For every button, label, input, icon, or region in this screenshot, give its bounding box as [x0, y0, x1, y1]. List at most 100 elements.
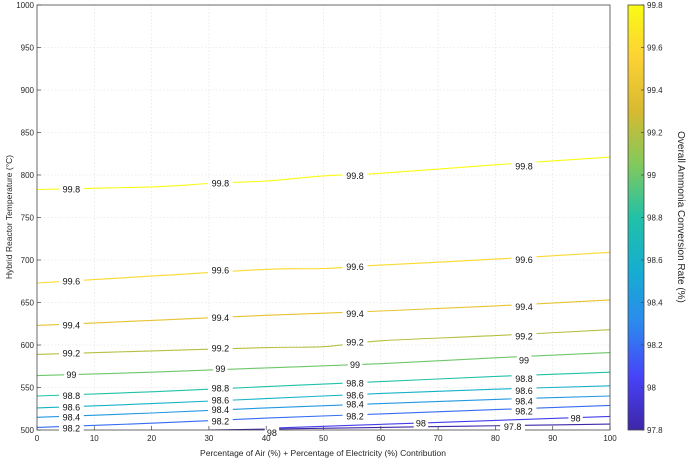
x-tick-label: 20 [147, 434, 156, 443]
contour-label-bg [342, 261, 368, 273]
contour-label-bg [511, 301, 537, 313]
y-tick-label: 900 [21, 86, 35, 95]
colorbar-ticks: 97.8 98 98.2 98.4 98.6 98.8 99 99.2 99.4 99.6 99.8 [641, 1, 663, 435]
colorbar-tick-label: 98.6 [647, 256, 663, 265]
contour-label-bg [342, 170, 368, 182]
contour-label-bg [511, 385, 537, 397]
y-axis-label: Hybrid Reactor Temperature (°C) [4, 155, 14, 279]
colorbar-tick-label: 98.2 [647, 341, 663, 350]
contour-label: 99.4 [63, 321, 81, 331]
contour-label: 99.2 [515, 332, 533, 342]
colorbar-tick-label: 99.8 [647, 1, 663, 10]
contour-label: 99 [66, 370, 76, 380]
contour-label-bg [64, 369, 79, 381]
contour-label: 99 [215, 364, 225, 374]
contour-label-bg [342, 336, 368, 348]
contour-label-bg [511, 161, 537, 172]
x-tick-label: 60 [376, 434, 385, 443]
colorbar-tick-label: 99.4 [647, 86, 663, 95]
contour-label-bg [264, 427, 280, 439]
contour-line [37, 352, 610, 377]
contour-label-bg [413, 417, 429, 429]
contour-label-bg [207, 312, 233, 324]
contour-label-bg [58, 348, 84, 359]
y-tick-label: 500 [21, 426, 35, 435]
contour-label: 98.8 [212, 384, 230, 394]
colorbar-tick-label: 99 [647, 171, 656, 180]
contour-label-bg [511, 395, 537, 407]
colorbar-tick-label: 98.4 [647, 299, 663, 308]
y-tick-label: 750 [21, 214, 35, 223]
colorbar-tick-label: 99.2 [647, 129, 663, 138]
y-tick-label: 1000 [16, 1, 34, 10]
y-tick-label: 550 [21, 384, 35, 393]
contour-label: 98 [267, 428, 277, 438]
contour-label-bg [342, 308, 368, 320]
contour-label-bg [347, 359, 363, 371]
contour-label-bg [207, 342, 233, 354]
y-tick-label: 700 [21, 256, 35, 265]
contour-label: 98.2 [212, 417, 230, 427]
contour-line [37, 385, 610, 409]
contour-label-bg [516, 354, 532, 366]
x-tick-label: 10 [90, 434, 99, 443]
contour-label: 99.6 [63, 276, 81, 286]
contour-label: 98.6 [346, 390, 364, 400]
contour-label: 99.8 [515, 162, 533, 172]
contour-label: 99.2 [346, 338, 364, 348]
contour-label: 98.6 [63, 402, 81, 412]
contour-label-bg [207, 264, 233, 276]
contour-label: 99 [519, 356, 529, 366]
contour-label-bg [58, 183, 84, 195]
contour-label-bg [207, 404, 233, 416]
colorbar-tick-label: 99.6 [647, 44, 663, 53]
contour-label-bg [207, 178, 233, 189]
x-axis-ticks: 0 10 20 30 40 50 60 70 80 90 100 [35, 426, 617, 443]
contour-label: 99.8 [346, 171, 364, 181]
y-tick-label: 950 [21, 44, 35, 53]
contour-label: 99.4 [515, 302, 533, 312]
contour-label: 98.8 [346, 378, 364, 388]
contour-label-bg [58, 422, 84, 434]
contour-label: 98.8 [63, 391, 81, 401]
contour-label-bg [58, 319, 84, 331]
contour-label: 98.4 [346, 400, 364, 410]
contour-line [37, 404, 610, 428]
colorbar-tick-label: 98 [647, 384, 656, 393]
x-tick-label: 50 [319, 434, 328, 443]
colorbar-tick-label: 97.8 [647, 426, 663, 435]
contour-label-bg [342, 389, 368, 401]
y-tick-label: 650 [21, 299, 35, 308]
contour-label-bg [207, 394, 233, 406]
colorbar-label: Overall Ammonia Conversion Rate (%) [675, 131, 686, 303]
y-tick-label: 600 [21, 341, 35, 350]
contour-label: 98.8 [515, 374, 533, 384]
contour-label-bg [58, 390, 84, 402]
contour-label: 98.6 [515, 386, 533, 396]
contour-label: 99.6 [212, 265, 230, 275]
contour-label: 98.6 [212, 395, 230, 405]
contour-label: 99.2 [212, 344, 230, 354]
contour-label: 99.8 [212, 179, 230, 189]
contour-label: 99 [350, 360, 360, 370]
contour-label-bg [511, 405, 537, 417]
contour-label: 98.4 [515, 396, 533, 406]
contour-label: 97.8 [504, 422, 522, 432]
contour-line [37, 299, 610, 326]
x-tick-label: 0 [35, 434, 40, 443]
y-tick-label: 850 [21, 129, 35, 138]
contour-label: 98.4 [212, 405, 230, 415]
x-tick-label: 80 [491, 434, 500, 443]
contour-label: 98.2 [346, 412, 364, 422]
y-axis-ticks: 500 550 600 650 700 750 800 850 900 950 1000 [16, 1, 41, 435]
contour-label-bg [213, 363, 228, 375]
contour-label: 98.2 [515, 407, 533, 417]
contour-line [37, 395, 610, 418]
contour-label-bg [58, 275, 84, 287]
contour-label-bg [511, 254, 537, 266]
contour-line [37, 329, 610, 355]
contour-line [37, 371, 610, 397]
contour-label-bg [58, 401, 84, 413]
